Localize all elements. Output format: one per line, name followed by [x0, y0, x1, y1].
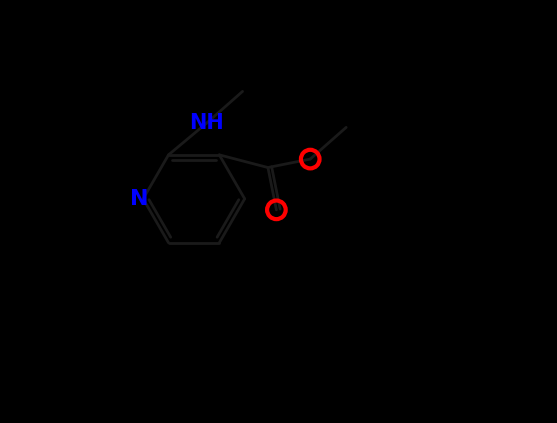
Text: N: N [130, 189, 148, 209]
Text: NH: NH [189, 113, 224, 133]
